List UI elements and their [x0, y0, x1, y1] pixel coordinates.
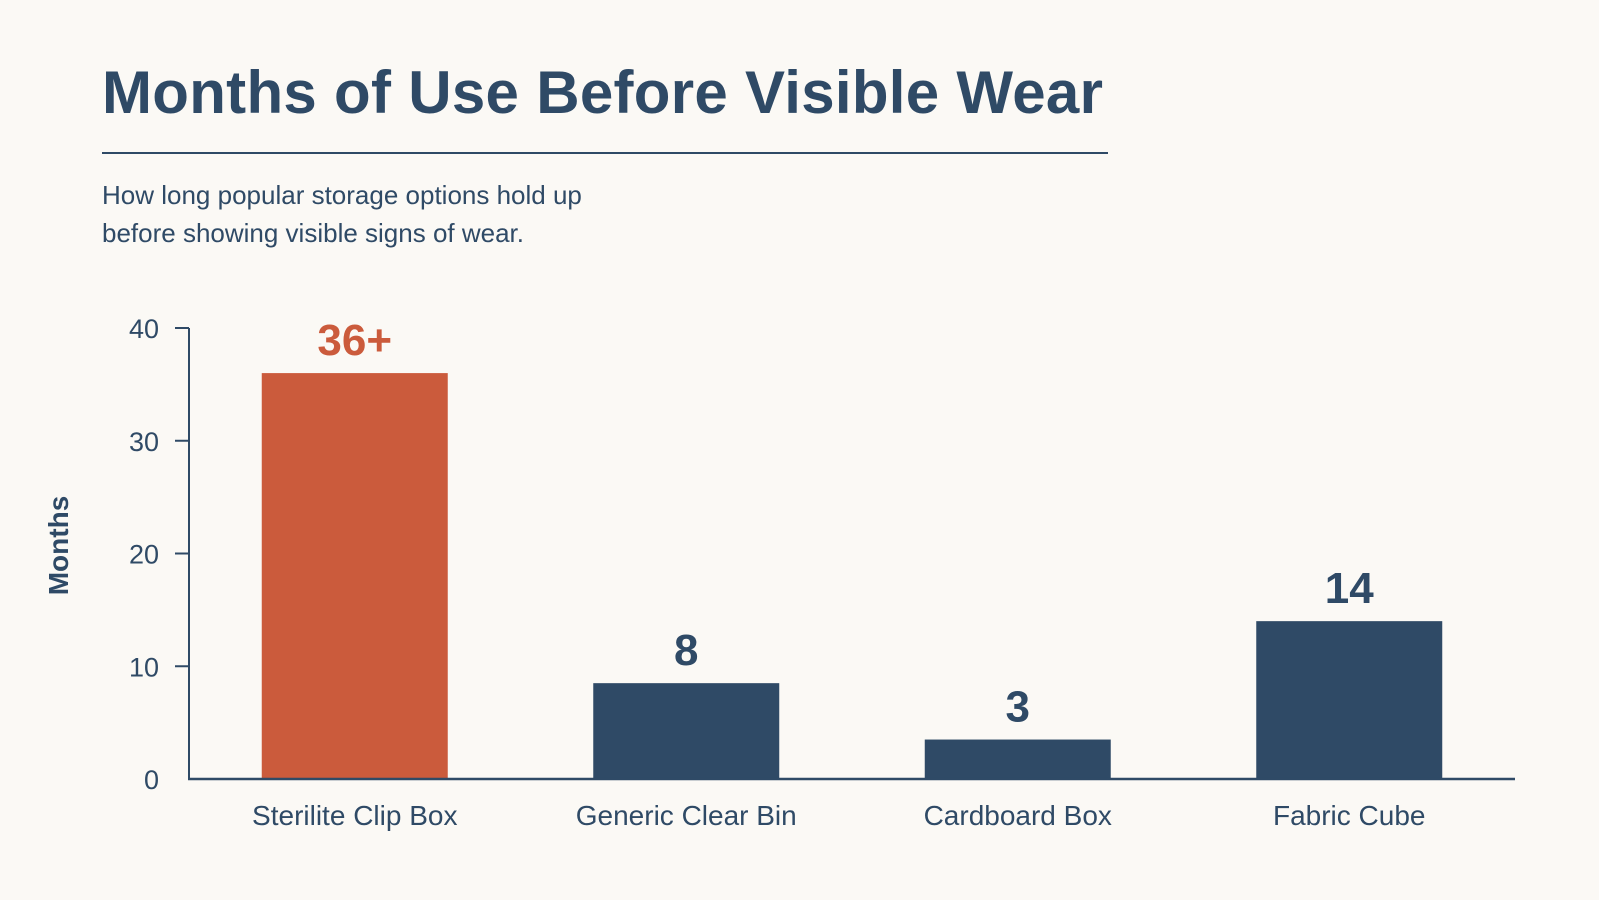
chart-subtitle: How long popular storage options hold up…	[102, 180, 582, 248]
y-axis-label: Months	[43, 496, 74, 596]
bar-fabric-cube	[1256, 621, 1443, 779]
x-tick-label: Fabric Cube	[1273, 800, 1426, 831]
data-label: 36+	[317, 316, 392, 365]
chart-title: Months of Use Before Visible Wear	[102, 59, 1104, 126]
bar-generic-clear-bin	[593, 683, 780, 779]
y-tick-label: 30	[129, 427, 159, 457]
y-tick-label: 10	[129, 652, 159, 682]
x-tick-label: Generic Clear Bin	[576, 800, 797, 831]
x-tick-label: Cardboard Box	[924, 800, 1112, 831]
x-axis: Sterilite Clip Box Generic Clear Bin Cardb…	[188, 777, 1515, 831]
title-divider	[102, 152, 1108, 154]
y-axis: 0 10 20 30 40 Months	[43, 314, 190, 795]
data-label: 14	[1325, 564, 1374, 613]
y-tick-label: 0	[144, 765, 159, 795]
bars-group: 36+ 8 3 14	[261, 316, 1443, 779]
data-label: 8	[674, 626, 698, 675]
data-label: 3	[1006, 683, 1030, 732]
y-tick-label: 20	[129, 540, 159, 570]
bar-sterilite-clip-box	[261, 373, 448, 779]
x-tick-label: Sterilite Clip Box	[252, 800, 457, 831]
bar-cardboard-box	[924, 739, 1111, 779]
y-tick-label: 40	[129, 314, 159, 344]
